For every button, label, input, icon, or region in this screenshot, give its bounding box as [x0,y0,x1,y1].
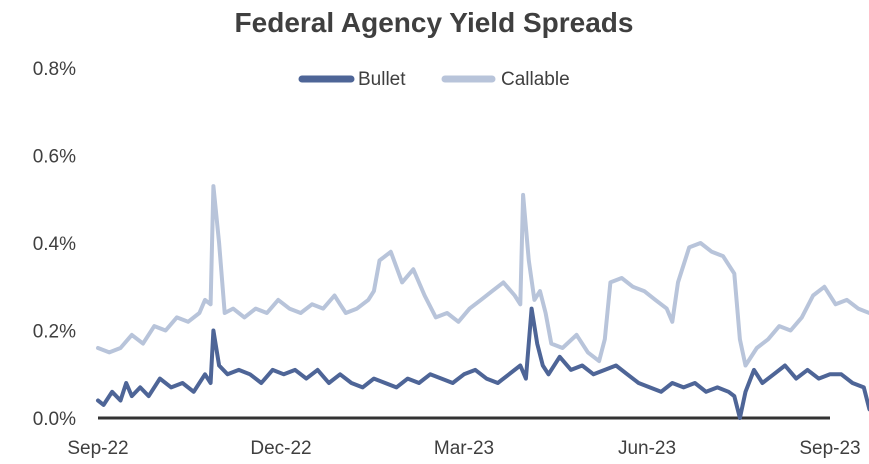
series-line-callable [96,184,869,368]
chart-title: Federal Agency Yield Spreads [235,7,634,38]
x-tick-label: Sep-22 [67,438,128,459]
y-tick-label: 0.4% [33,234,76,255]
y-tick-label: 0.2% [33,322,76,343]
legend-label-callable: Callable [501,69,570,90]
series-line-bullet [96,306,869,420]
y-tick-label: 0.6% [33,147,76,168]
legend-label-bullet: Bullet [358,69,406,90]
x-axis-ticks: Sep-22 Dec-22 Mar-23 Jun-23 Sep-23 [67,438,860,459]
y-axis-ticks: 0.0% 0.2% 0.4% 0.6% 0.8% [33,59,76,430]
y-tick-label: 0.0% [33,409,76,430]
x-tick-label: Dec-22 [250,438,311,459]
chart-legend: Bullet Callable [298,69,570,90]
x-tick-label: Jun-23 [618,438,676,459]
y-tick-label: 0.8% [33,59,76,80]
x-tick-label: Mar-23 [434,438,494,459]
x-tick-label: Sep-23 [799,438,860,459]
